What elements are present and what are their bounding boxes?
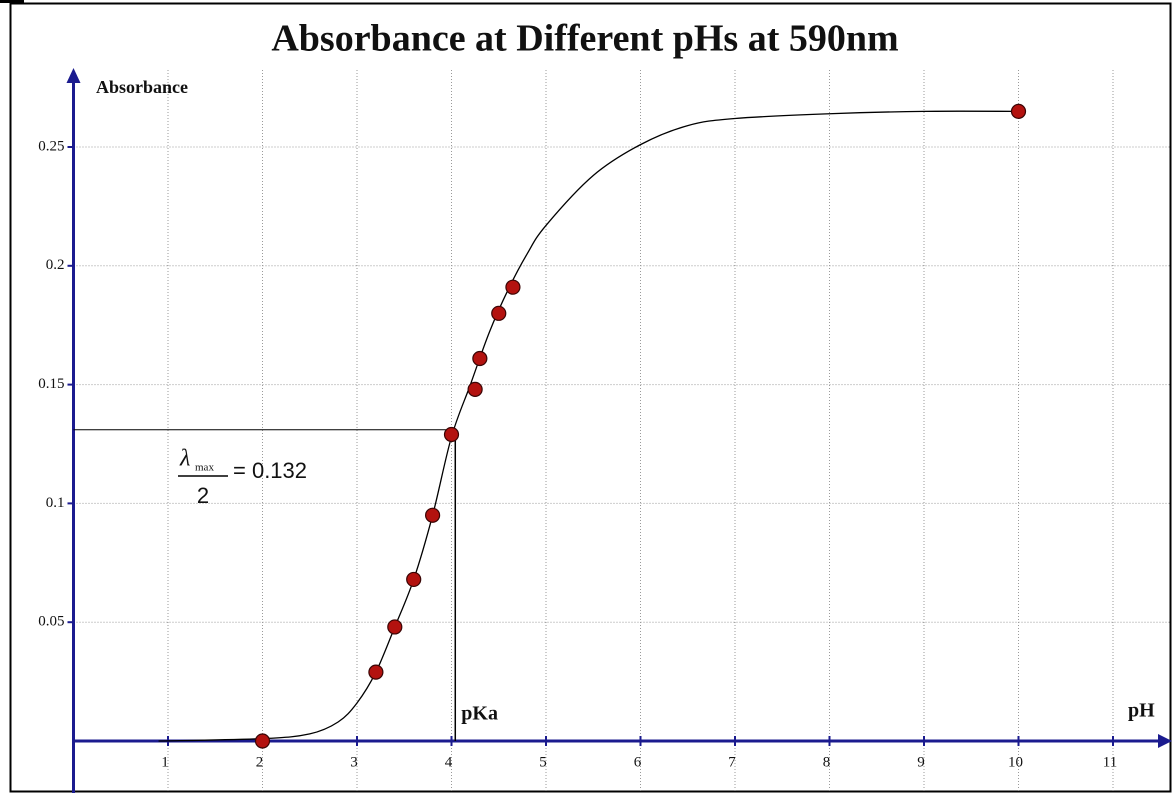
x-tick-label: 10 bbox=[1008, 754, 1023, 770]
y-axis-arrow bbox=[66, 68, 81, 83]
data-point bbox=[406, 571, 422, 588]
x-axis-label: pH bbox=[1128, 700, 1155, 722]
data-point bbox=[467, 381, 483, 397]
x-tick-label: 11 bbox=[1103, 754, 1117, 770]
y-tick-label: 0.2 bbox=[46, 257, 65, 273]
x-tick-label: 6 bbox=[634, 754, 642, 770]
denominator: 2 bbox=[197, 483, 209, 508]
fit-curve bbox=[158, 110, 1019, 742]
x-axis-arrow bbox=[1158, 734, 1172, 748]
x-tick-label: 3 bbox=[350, 754, 358, 770]
lambda-sub: max bbox=[195, 462, 214, 474]
lambda: λ bbox=[179, 446, 190, 472]
chart-title: Absorbance at Different pHs at 590nm bbox=[271, 18, 898, 60]
x-tick-label: 4 bbox=[445, 754, 453, 770]
equation: = 0.132 bbox=[233, 458, 307, 483]
data-point bbox=[387, 619, 403, 635]
data-point bbox=[472, 350, 488, 367]
data-point bbox=[368, 664, 384, 680]
data-point bbox=[491, 305, 507, 321]
data-point bbox=[443, 426, 460, 443]
pka-label: pKa bbox=[461, 703, 498, 725]
data-point bbox=[425, 507, 441, 523]
y-axis-label: Absorbance bbox=[96, 77, 188, 97]
x-tick-label: 8 bbox=[823, 754, 831, 770]
data-point bbox=[1010, 103, 1027, 119]
y-tick-label: 0.05 bbox=[38, 614, 64, 630]
x-tick-label: 9 bbox=[917, 754, 925, 770]
x-tick-label: 1 bbox=[161, 754, 169, 770]
x-tick-label: 5 bbox=[539, 754, 547, 770]
x-tick-label: 7 bbox=[728, 754, 736, 770]
data-point bbox=[505, 279, 521, 295]
corner-mark bbox=[0, 0, 24, 3]
data-point bbox=[254, 733, 271, 749]
y-tick-label: 0.1 bbox=[46, 495, 65, 511]
frame bbox=[9, 2, 1172, 793]
y-tick-label: 0.15 bbox=[38, 376, 64, 392]
x-tick-label: 2 bbox=[256, 754, 264, 770]
y-tick-label: 0.25 bbox=[38, 138, 64, 154]
